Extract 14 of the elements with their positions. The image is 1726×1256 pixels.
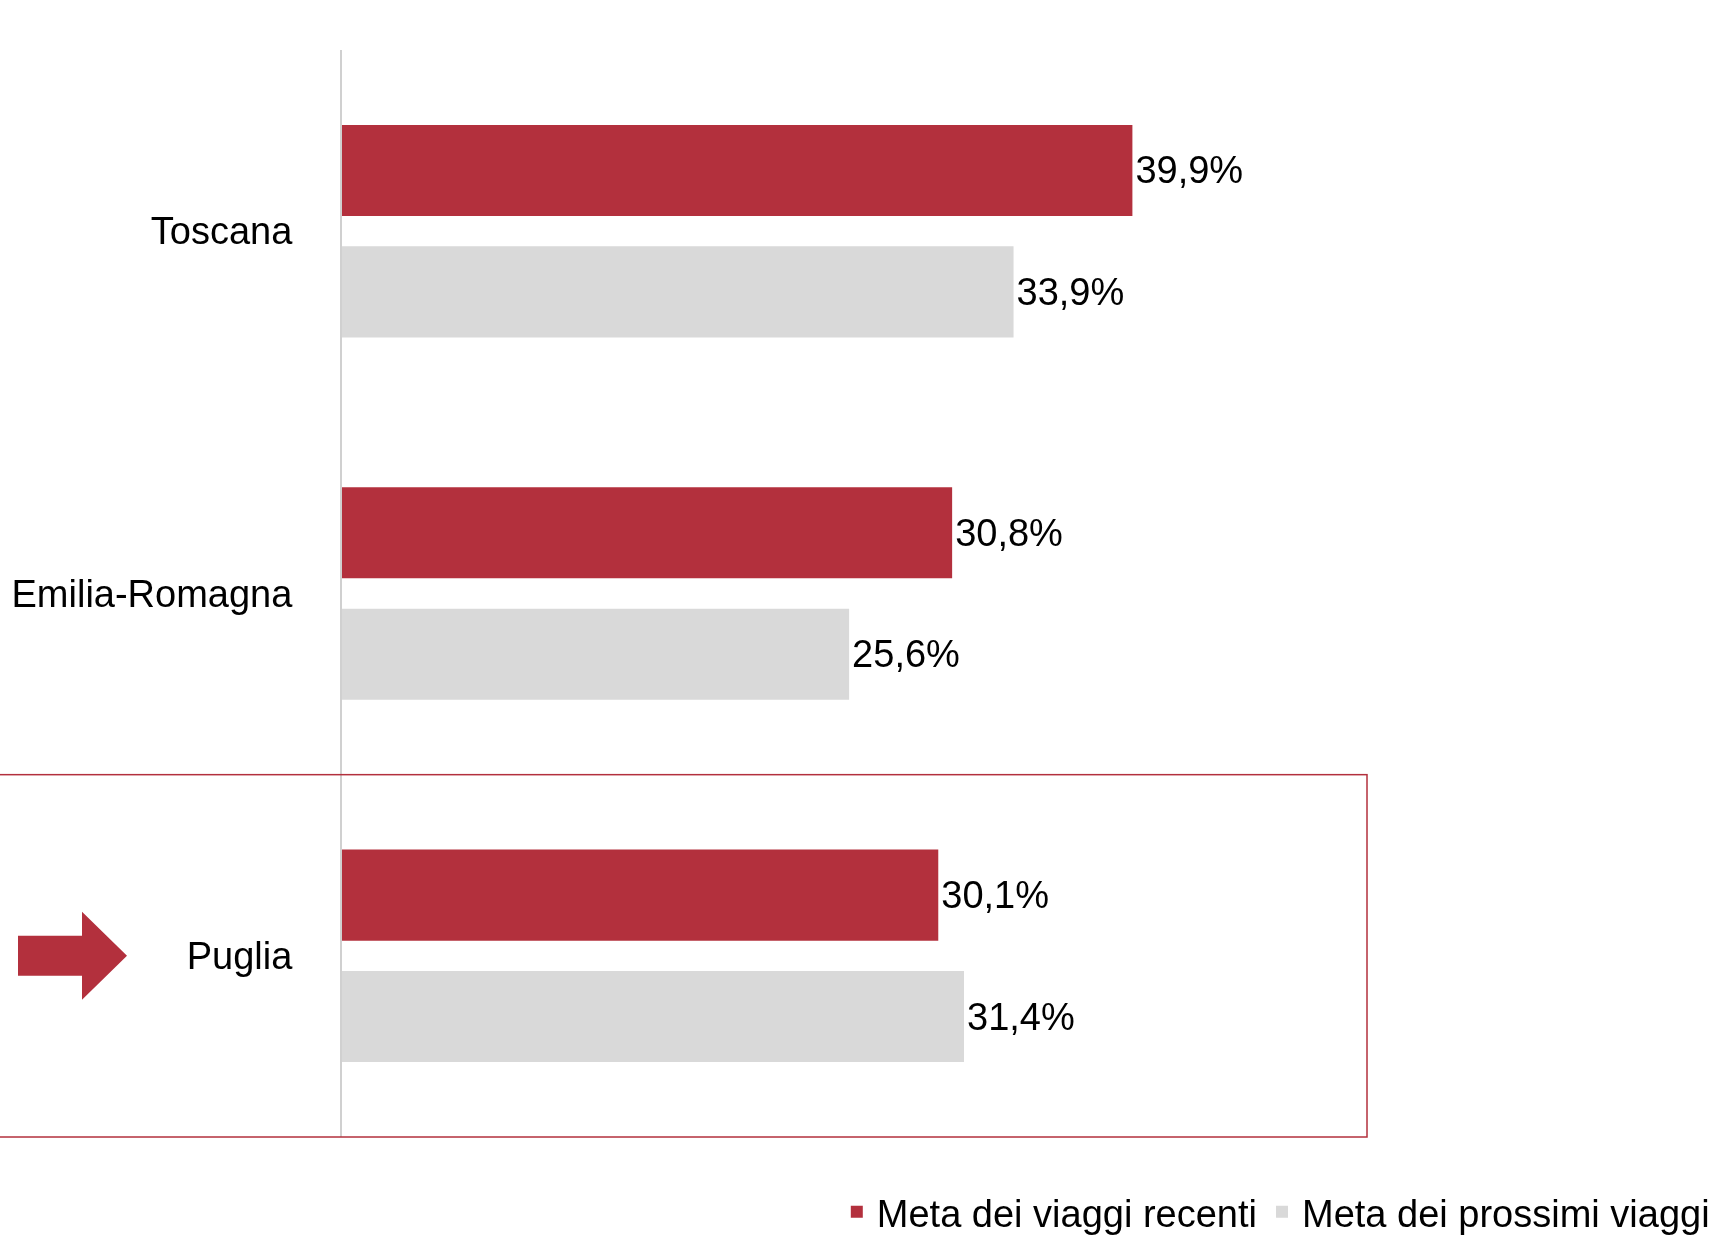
y-tick-label: Toscana [150, 210, 294, 253]
bar [342, 487, 953, 579]
bar [342, 849, 939, 941]
legend-label: Meta dei prossimi viaggi [1302, 1192, 1710, 1235]
legend-label: Meta dei viaggi recenti [876, 1192, 1258, 1235]
data-label: 39,9% [1135, 149, 1244, 192]
data-label: 33,9% [1016, 270, 1125, 313]
bar [342, 124, 1133, 216]
y-tick-label: Emilia-Romagna [11, 572, 294, 615]
data-label: 31,4% [967, 995, 1075, 1038]
data-label: 30,8% [955, 511, 1063, 554]
y-tick-label: Puglia [186, 935, 294, 978]
data-label: 25,6% [852, 633, 960, 676]
data-label: 30,1% [941, 874, 1050, 917]
